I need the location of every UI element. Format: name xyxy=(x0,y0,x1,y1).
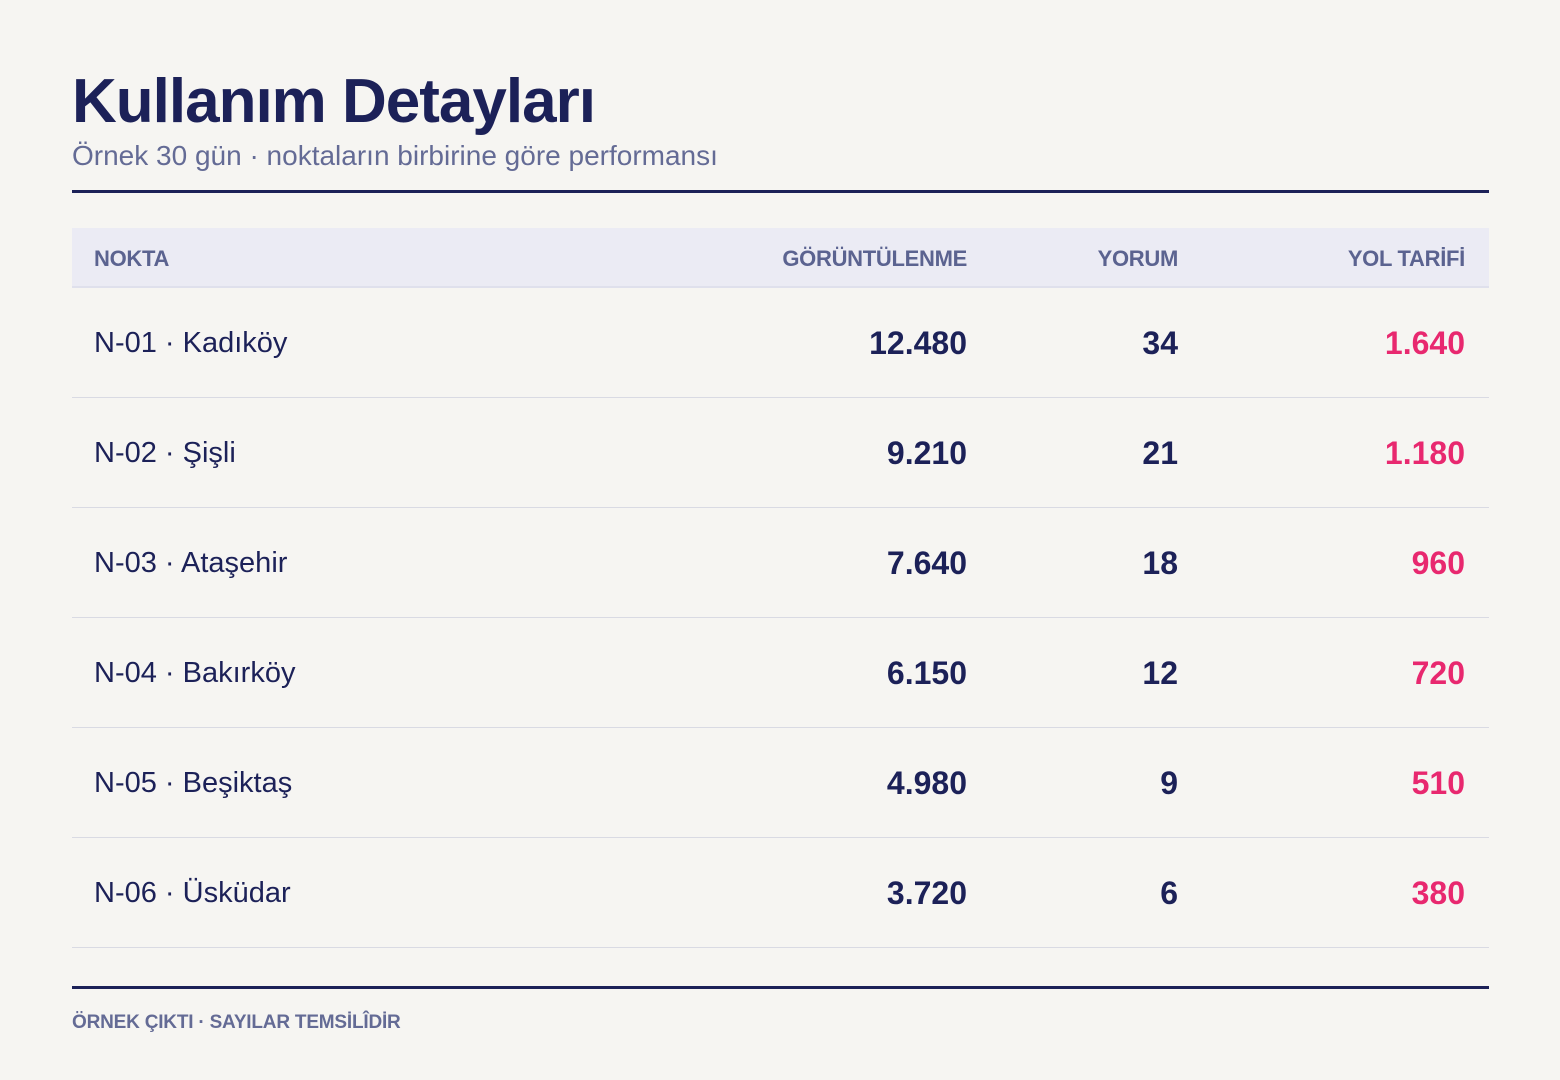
views-cell: 3.720 xyxy=(886,875,967,911)
directions-cell: 720 xyxy=(1411,655,1465,691)
comments-cell: 21 xyxy=(1142,435,1178,471)
page-title: Kullanım Detayları xyxy=(72,67,596,136)
directions-cell: 1.180 xyxy=(1384,435,1465,471)
directions-cell: 1.640 xyxy=(1384,325,1465,361)
table-row[interactable]: N-06 · Üsküdar 3.720 6 380 xyxy=(72,838,1489,948)
views-cell: 6.150 xyxy=(886,655,967,691)
table-row[interactable]: N-04 · Bakırköy 6.150 12 720 xyxy=(72,618,1489,728)
directions-cell: 960 xyxy=(1411,545,1465,581)
column-header-comments[interactable]: YORUM xyxy=(1097,246,1179,271)
comments-cell: 9 xyxy=(1160,765,1178,801)
table-header-row: NOKTA GÖRÜNTÜLENME YORUM YOL TARİFİ xyxy=(72,228,1489,288)
table-row[interactable]: N-05 · Beşiktaş 4.980 9 510 xyxy=(72,728,1489,838)
views-cell: 4.980 xyxy=(886,765,967,801)
table-row[interactable]: N-03 · Ataşehir 7.640 18 960 xyxy=(72,508,1489,618)
footer-note: ÖRNEK ÇIKTI · SAYILAR TEMSİLÎDİR xyxy=(72,1012,401,1033)
table-row[interactable]: N-01 · Kadıköy 12.480 34 1.640 xyxy=(72,288,1489,398)
page-subtitle: Örnek 30 gün · noktaların birbirine göre… xyxy=(72,140,718,171)
comments-cell: 12 xyxy=(1142,655,1178,691)
comments-cell: 34 xyxy=(1142,325,1178,361)
directions-cell: 380 xyxy=(1411,875,1465,911)
point-name-cell: N-02 · Şişli xyxy=(94,437,236,469)
usage-table: NOKTA GÖRÜNTÜLENME YORUM YOL TARİFİ N-01… xyxy=(72,228,1489,948)
table-row[interactable]: N-02 · Şişli 9.210 21 1.180 xyxy=(72,398,1489,508)
views-cell: 7.640 xyxy=(886,545,967,581)
views-cell: 12.480 xyxy=(869,325,967,361)
point-name-cell: N-01 · Kadıköy xyxy=(94,327,288,359)
usage-details-page: Kullanım Detayları Örnek 30 gün · noktal… xyxy=(72,0,1489,1080)
top-divider xyxy=(72,190,1489,193)
comments-cell: 18 xyxy=(1142,545,1178,581)
column-header-point[interactable]: NOKTA xyxy=(94,246,170,271)
point-name-cell: N-04 · Bakırköy xyxy=(94,657,296,689)
point-name-cell: N-05 · Beşiktaş xyxy=(94,767,293,799)
comments-cell: 6 xyxy=(1160,875,1178,911)
column-header-views[interactable]: GÖRÜNTÜLENME xyxy=(782,246,967,271)
views-cell: 9.210 xyxy=(886,435,967,471)
point-name-cell: N-06 · Üsküdar xyxy=(94,877,291,909)
column-header-directions[interactable]: YOL TARİFİ xyxy=(1347,246,1465,271)
bottom-divider xyxy=(72,986,1489,989)
point-name-cell: N-03 · Ataşehir xyxy=(94,547,288,579)
directions-cell: 510 xyxy=(1411,765,1465,801)
